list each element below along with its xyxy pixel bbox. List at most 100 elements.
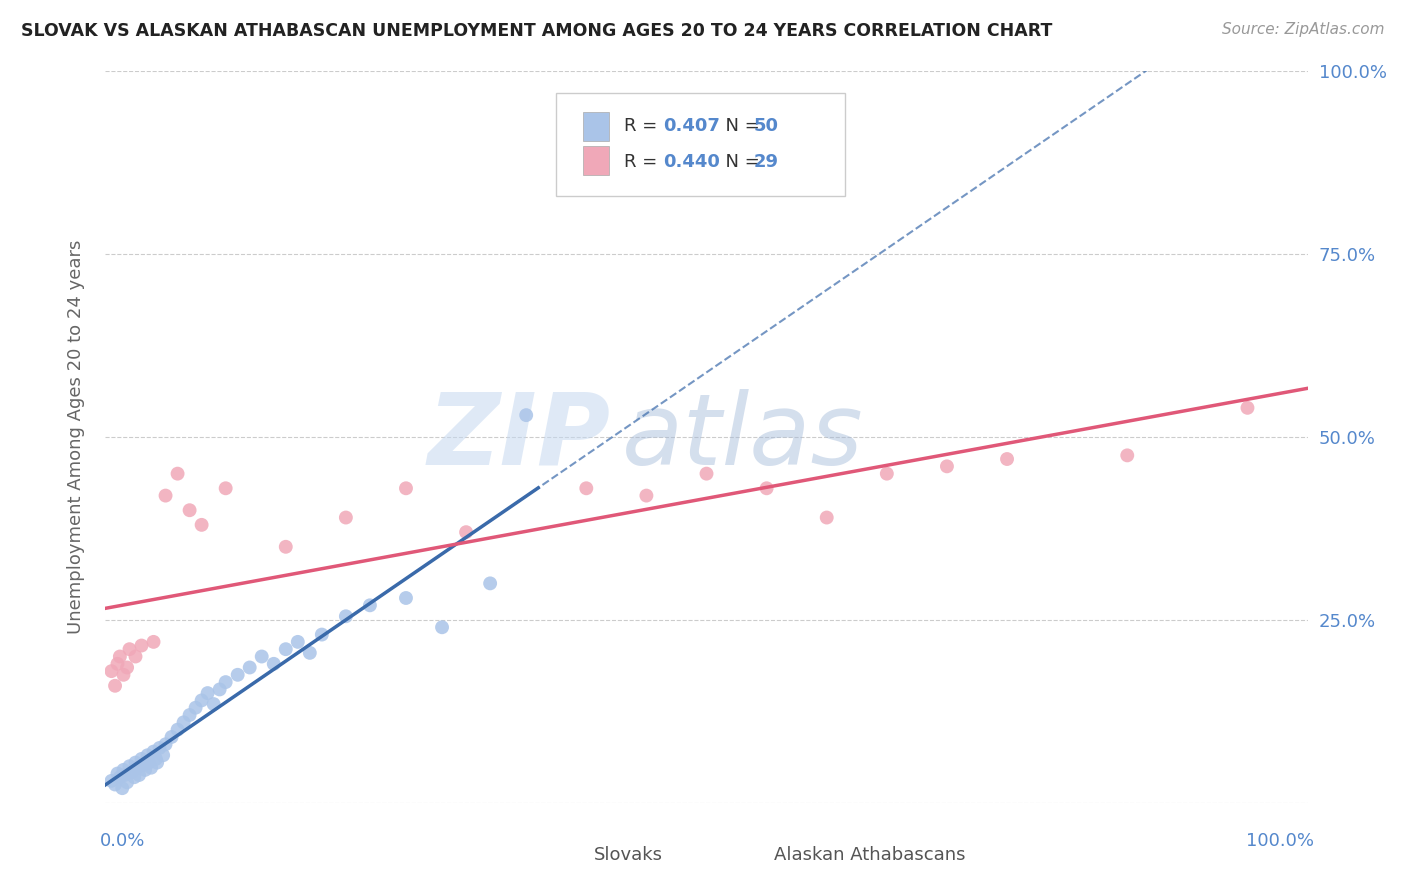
- Point: [146, 756, 169, 770]
- Point: [575, 481, 598, 495]
- Point: [124, 770, 146, 784]
- Text: Source: ZipAtlas.com: Source: ZipAtlas.com: [1222, 22, 1385, 37]
- Point: [214, 481, 236, 495]
- Text: 29: 29: [754, 153, 779, 171]
- Point: [995, 452, 1018, 467]
- Point: [395, 591, 418, 605]
- Point: [936, 459, 959, 474]
- Point: [118, 759, 141, 773]
- Point: [395, 481, 418, 495]
- FancyBboxPatch shape: [742, 843, 765, 866]
- Point: [155, 737, 177, 751]
- Point: [100, 664, 122, 678]
- Text: atlas: atlas: [623, 389, 865, 485]
- Point: [166, 467, 188, 481]
- Point: [179, 708, 201, 723]
- Point: [104, 778, 127, 792]
- Point: [128, 768, 150, 782]
- Point: [184, 700, 207, 714]
- Point: [142, 745, 165, 759]
- Point: [118, 642, 141, 657]
- Text: 0.407: 0.407: [664, 117, 720, 136]
- Point: [148, 740, 170, 755]
- Point: [1236, 401, 1258, 415]
- Point: [311, 627, 333, 641]
- Point: [138, 756, 160, 770]
- Point: [125, 761, 148, 775]
- Text: N =: N =: [714, 117, 765, 136]
- Point: [239, 660, 262, 674]
- Point: [197, 686, 219, 700]
- Point: [108, 649, 131, 664]
- Point: [124, 649, 146, 664]
- Text: ZIP: ZIP: [427, 389, 610, 485]
- Text: N =: N =: [714, 153, 765, 171]
- Point: [696, 467, 718, 481]
- Point: [430, 620, 453, 634]
- FancyBboxPatch shape: [562, 843, 583, 866]
- Point: [190, 517, 212, 532]
- Point: [166, 723, 188, 737]
- Point: [1116, 448, 1139, 462]
- Point: [139, 761, 162, 775]
- FancyBboxPatch shape: [557, 94, 845, 195]
- Point: [815, 510, 838, 524]
- Text: 50: 50: [754, 117, 779, 136]
- Point: [131, 639, 153, 653]
- Point: [115, 775, 138, 789]
- Point: [190, 693, 212, 707]
- Point: [636, 489, 658, 503]
- Point: [155, 489, 177, 503]
- Point: [456, 525, 478, 540]
- Point: [152, 748, 174, 763]
- Point: [359, 599, 381, 613]
- Point: [107, 766, 129, 780]
- Point: [115, 660, 138, 674]
- Point: [124, 756, 146, 770]
- Point: [274, 540, 297, 554]
- Point: [111, 781, 134, 796]
- Y-axis label: Unemployment Among Ages 20 to 24 years: Unemployment Among Ages 20 to 24 years: [66, 240, 84, 634]
- Point: [112, 667, 135, 681]
- Point: [208, 682, 231, 697]
- FancyBboxPatch shape: [582, 112, 609, 141]
- Point: [121, 765, 143, 780]
- Point: [287, 635, 309, 649]
- Point: [876, 467, 898, 481]
- Point: [100, 773, 122, 788]
- Point: [136, 748, 159, 763]
- Point: [131, 752, 153, 766]
- Point: [160, 730, 183, 744]
- Point: [250, 649, 273, 664]
- Point: [107, 657, 129, 671]
- Point: [226, 667, 249, 681]
- Text: R =: R =: [624, 153, 662, 171]
- Point: [515, 408, 537, 422]
- Point: [134, 763, 156, 777]
- Point: [755, 481, 778, 495]
- Text: Slovaks: Slovaks: [593, 846, 662, 863]
- Point: [112, 763, 135, 777]
- Text: SLOVAK VS ALASKAN ATHABASCAN UNEMPLOYMENT AMONG AGES 20 TO 24 YEARS CORRELATION : SLOVAK VS ALASKAN ATHABASCAN UNEMPLOYMEN…: [21, 22, 1053, 40]
- Point: [479, 576, 502, 591]
- Point: [298, 646, 321, 660]
- Text: 0.440: 0.440: [664, 153, 720, 171]
- Point: [179, 503, 201, 517]
- Point: [202, 697, 225, 711]
- Text: 100.0%: 100.0%: [1246, 832, 1313, 850]
- Text: R =: R =: [624, 117, 662, 136]
- Point: [132, 757, 155, 772]
- Text: Alaskan Athabascans: Alaskan Athabascans: [773, 846, 966, 863]
- Point: [114, 768, 136, 782]
- FancyBboxPatch shape: [582, 146, 609, 175]
- Point: [274, 642, 297, 657]
- Point: [335, 510, 357, 524]
- Point: [214, 675, 236, 690]
- Point: [335, 609, 357, 624]
- Point: [104, 679, 127, 693]
- Point: [145, 752, 167, 766]
- Point: [173, 715, 195, 730]
- Point: [142, 635, 165, 649]
- Point: [263, 657, 285, 671]
- Text: 0.0%: 0.0%: [100, 832, 145, 850]
